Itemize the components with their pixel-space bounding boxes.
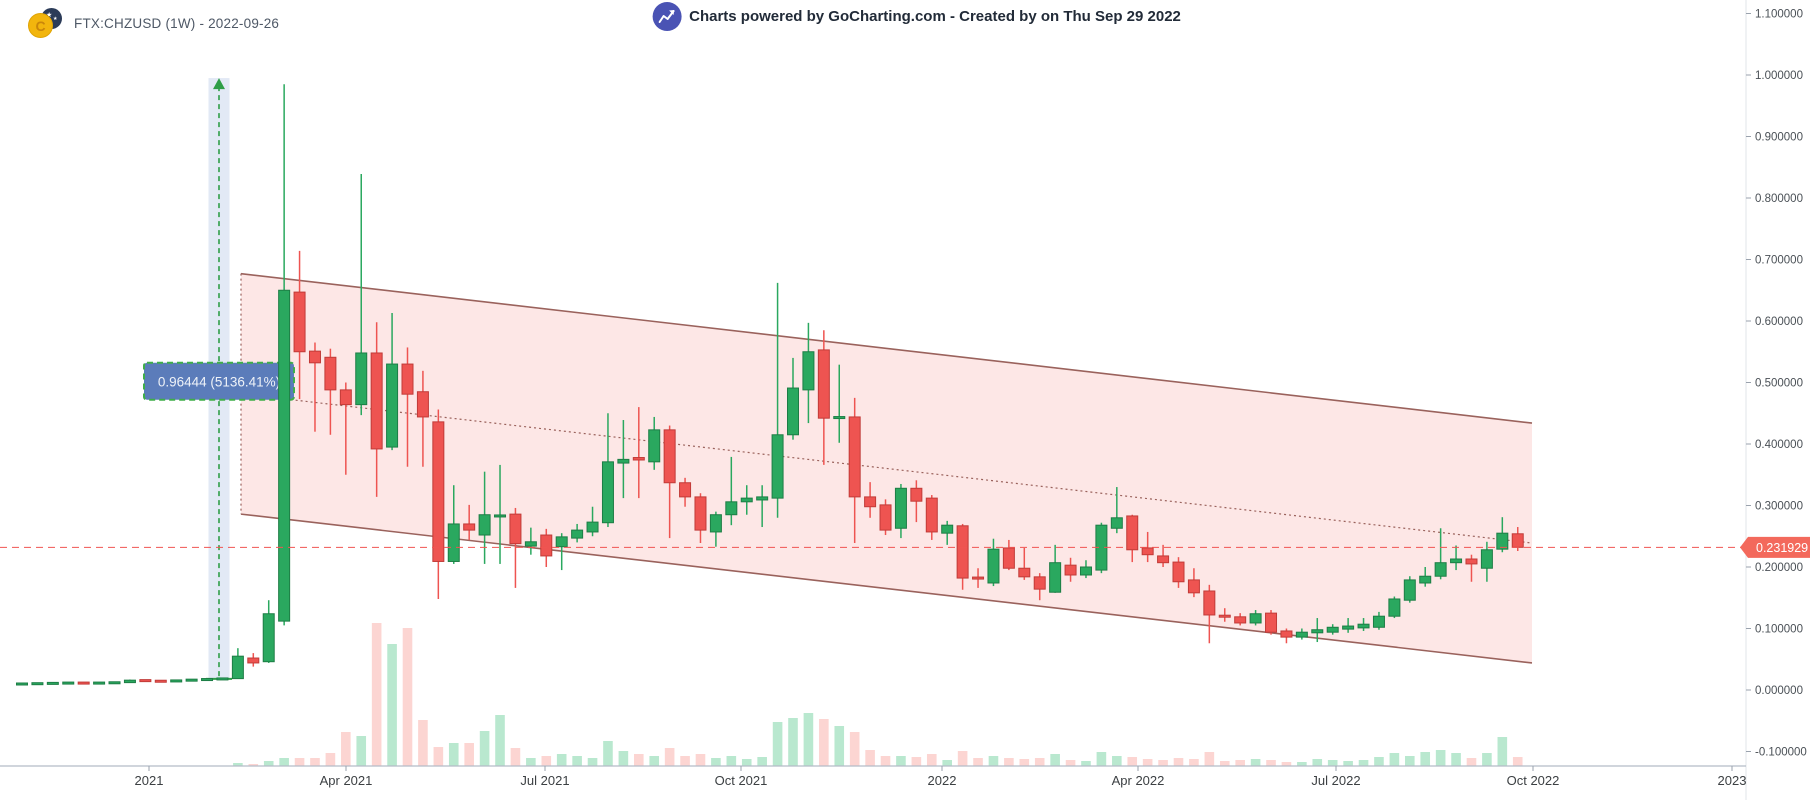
time-tick-label: Apr 2022: [1112, 773, 1165, 788]
price-tick-label: 0.600000: [1755, 316, 1803, 328]
svg-text:0.231929: 0.231929: [1756, 541, 1808, 555]
price-tick-label: -0.100000: [1755, 747, 1807, 759]
time-tick-label: 2022: [928, 773, 957, 788]
time-tick-label: Oct 2022: [1507, 773, 1560, 788]
chiliz-logo-icon: ★ ★ C: [28, 8, 62, 38]
powered-by-text: Charts powered by GoCharting.com - Creat…: [689, 8, 1181, 25]
price-tick-label: 1.100000: [1755, 9, 1803, 21]
volume-bars: [233, 623, 1523, 766]
header-left: ★ ★ C FTX:CHZUSD (1W) - 2022-09-26: [28, 8, 279, 38]
price-tick-label: 0.000000: [1755, 685, 1803, 697]
price-tick-label: 0.500000: [1755, 378, 1803, 390]
chart-title: FTX:CHZUSD (1W) - 2022-09-26: [74, 15, 280, 31]
time-axis[interactable]: 2021 Apr 2021 Jul 2021 Oct 2021 2022 Apr 2022…: [0, 765, 1747, 788]
time-tick-label: 2023: [1718, 773, 1747, 788]
last-price-tag: 0.231929: [1740, 536, 1810, 558]
measure-tool-annotation[interactable]: 0.96444 (5136.41%): [143, 78, 295, 680]
time-tick-label: Jul 2021: [520, 773, 569, 788]
time-tick-label: Apr 2021: [320, 773, 373, 788]
price-tick-label: 0.100000: [1755, 624, 1803, 636]
coin-icon: C: [28, 13, 53, 38]
price-tick-label: 0.300000: [1755, 501, 1803, 513]
candlestick-series: [16, 84, 1524, 686]
gocharting-line-chart-icon: [652, 2, 682, 31]
price-tick-label: 0.900000: [1755, 132, 1803, 144]
price-tick-label: 0.200000: [1755, 562, 1803, 574]
star-icon: ★: [53, 16, 58, 22]
price-tick-label: 0.800000: [1755, 193, 1803, 205]
price-axis[interactable]: 1.100000 1.000000 0.900000 0.800000 0.700000…: [1745, 0, 1807, 800]
measure-label: 0.96444 (5136.41%): [158, 374, 280, 389]
time-tick-label: 2021: [135, 773, 164, 788]
header-brand: Charts powered by GoCharting.com - Creat…: [652, 2, 1181, 31]
time-tick-label: Oct 2021: [715, 773, 768, 788]
price-tick-label: 0.400000: [1755, 439, 1803, 451]
time-tick-label: Jul 2022: [1311, 773, 1360, 788]
price-tick-label: 1.000000: [1755, 70, 1803, 82]
price-tick-label: 0.700000: [1755, 255, 1803, 267]
